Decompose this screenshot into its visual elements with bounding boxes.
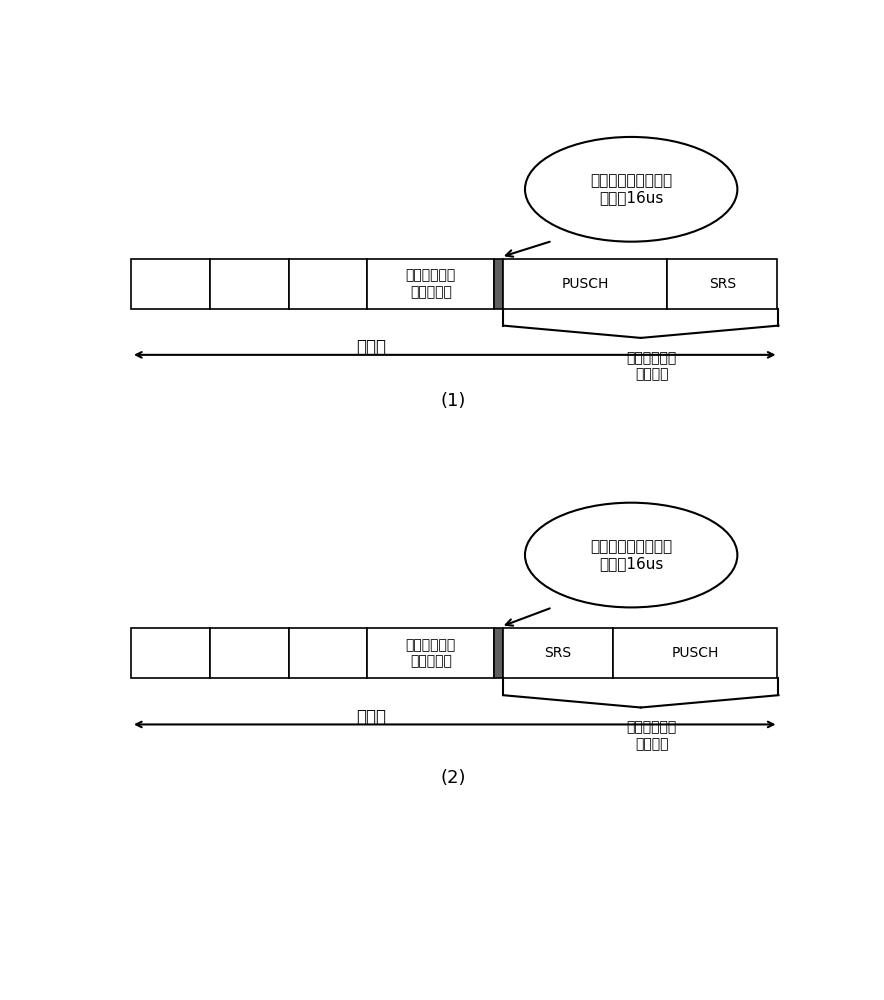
Bar bbox=[368, 628, 494, 678]
Text: 时间域上的距离小于
或等于16us: 时间域上的距离小于 或等于16us bbox=[591, 173, 672, 206]
Ellipse shape bbox=[525, 137, 737, 242]
Text: PUSCH: PUSCH bbox=[561, 277, 609, 291]
Bar bbox=[210, 628, 288, 678]
Bar bbox=[368, 259, 494, 309]
Bar bbox=[288, 628, 368, 678]
Bar bbox=[503, 259, 667, 309]
Text: 时间域: 时间域 bbox=[356, 708, 385, 726]
Bar bbox=[494, 259, 503, 309]
Bar bbox=[288, 259, 368, 309]
Bar bbox=[667, 259, 777, 309]
Bar bbox=[503, 628, 613, 678]
Ellipse shape bbox=[525, 503, 737, 607]
Text: PUSCH: PUSCH bbox=[671, 646, 719, 660]
Text: 上行业务的第
一个子帧: 上行业务的第 一个子帧 bbox=[627, 721, 677, 751]
Text: 下行业务的最
后一个子帧: 下行业务的最 后一个子帧 bbox=[406, 269, 456, 299]
Text: SRS: SRS bbox=[709, 277, 735, 291]
Bar bbox=[494, 628, 503, 678]
Text: 时间域上的距离小于
或等于16us: 时间域上的距离小于 或等于16us bbox=[591, 539, 672, 571]
Text: 上行业务的第
一个子帧: 上行业务的第 一个子帧 bbox=[627, 351, 677, 381]
Text: (2): (2) bbox=[440, 769, 466, 787]
Bar bbox=[613, 628, 777, 678]
Text: 时间域: 时间域 bbox=[356, 338, 385, 356]
Text: 下行业务的最
后一个子帧: 下行业务的最 后一个子帧 bbox=[406, 638, 456, 668]
Bar bbox=[131, 628, 210, 678]
Text: (1): (1) bbox=[440, 392, 466, 410]
Text: SRS: SRS bbox=[545, 646, 571, 660]
Bar bbox=[210, 259, 288, 309]
Bar bbox=[131, 259, 210, 309]
